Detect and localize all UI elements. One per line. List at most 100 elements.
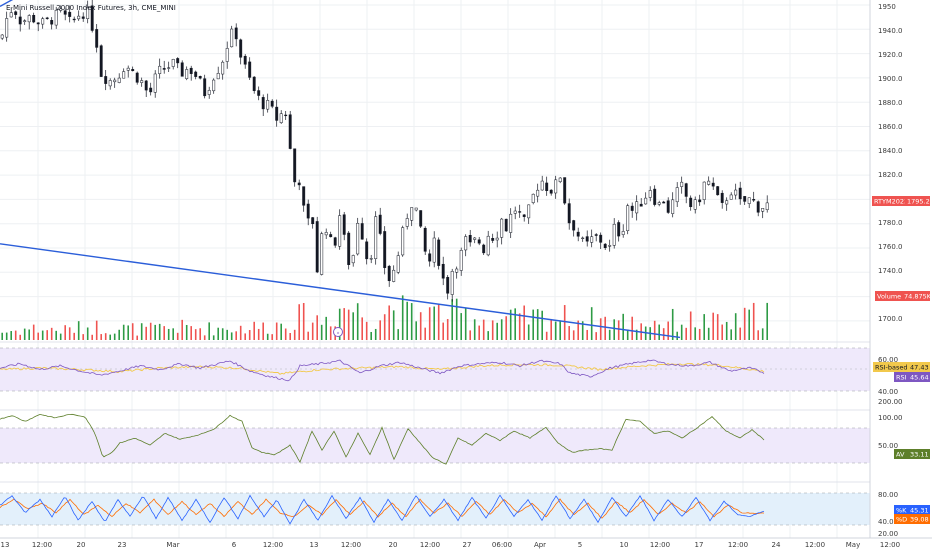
candle (45, 17, 49, 19)
candle (266, 100, 270, 110)
volume-bar (703, 314, 705, 340)
volume-bar (370, 331, 372, 340)
candle (540, 180, 544, 191)
volume-bar (194, 329, 197, 340)
candle (644, 197, 648, 205)
candle (149, 87, 153, 93)
candle (428, 253, 432, 262)
candle (216, 73, 220, 80)
volume-bar (658, 324, 660, 340)
volume-bar (293, 329, 296, 340)
candle (585, 236, 589, 242)
volume-bar (262, 322, 264, 340)
volume-bar (190, 326, 192, 340)
volume-bar (59, 333, 62, 340)
volume-bar (32, 324, 35, 340)
volume-bar (599, 318, 602, 340)
volume-bar (356, 303, 359, 340)
trendline (0, 0, 14, 8)
time-tick-label: 5 (578, 541, 582, 549)
volume-bar (676, 331, 678, 340)
candle (351, 255, 355, 264)
volume-bar (127, 325, 129, 340)
candle (14, 11, 18, 15)
price-tick-label: 1780.0 (878, 219, 903, 227)
volume-bar (217, 327, 219, 340)
candle (383, 231, 387, 268)
replay-icon[interactable]: » (333, 327, 343, 337)
volume-bar (185, 324, 188, 340)
candle (252, 76, 256, 91)
candle (27, 15, 31, 23)
candle (603, 243, 607, 248)
time-tick-label: 20 (77, 541, 86, 549)
cci-tick-label: 200.00 (878, 398, 903, 406)
volume-bar (154, 324, 156, 340)
volume-bar (280, 323, 282, 340)
volume-bar (478, 325, 480, 340)
trendlines[interactable] (0, 0, 681, 339)
volume-bar (131, 323, 134, 340)
volume-bar (212, 335, 215, 340)
candle (455, 268, 459, 273)
candle (608, 245, 612, 247)
volume-bar (545, 331, 548, 340)
candle (338, 215, 342, 247)
volume-bar (379, 320, 381, 340)
volume-bar (563, 305, 566, 340)
price-badge-value-box (905, 196, 930, 206)
price-tick-label: 1900.0 (878, 75, 903, 83)
candle (558, 177, 562, 183)
candle (369, 258, 373, 260)
volume-bar (37, 332, 39, 340)
volume-bar (50, 327, 53, 340)
volume-bar (617, 320, 620, 340)
candle (144, 80, 148, 91)
candle (662, 201, 666, 204)
volume-bar (109, 334, 111, 340)
candle (482, 244, 486, 254)
volume-bar (383, 314, 386, 340)
volume-bar (622, 313, 624, 340)
volume-bar (595, 332, 597, 340)
volume-bar (482, 319, 485, 340)
stoch-k-line (0, 494, 765, 525)
candle (68, 11, 72, 17)
cci-tick-label: 50.00 (878, 442, 898, 450)
svg-text:»: » (336, 331, 339, 337)
volume-bars (1, 295, 768, 340)
candle (311, 217, 315, 225)
volume-bar (568, 326, 570, 340)
volume-bar (118, 329, 120, 340)
volume-bar (298, 304, 300, 340)
time-tick-label: Apr (534, 541, 546, 549)
time-tick-label: 12:00 (880, 541, 900, 549)
time-tick-label: 24 (772, 541, 781, 549)
volume-bar (257, 328, 260, 340)
candle (320, 233, 324, 275)
candle (95, 29, 99, 48)
candle (761, 208, 765, 212)
candle (437, 239, 441, 266)
candle (720, 192, 724, 203)
candle (81, 16, 85, 19)
candle (522, 214, 526, 217)
time-tick-label: 20 (389, 541, 398, 549)
candle (716, 186, 720, 196)
candle (464, 236, 468, 251)
candle (342, 214, 346, 235)
time-axis[interactable]: 13 12:00 20 23 Mar 6 12:00 13 12:00 20 12:00 27 06:0… (1, 541, 901, 549)
volume-bar (604, 316, 606, 340)
volume-bar (739, 327, 741, 340)
volume-bar (23, 328, 26, 340)
price-tick-label: 1820.0 (878, 171, 903, 179)
volume-bar (172, 328, 174, 340)
candle (527, 204, 531, 219)
time-tick-label: 23 (118, 541, 127, 549)
stoch-d-line (0, 498, 765, 519)
volume-bar (613, 319, 615, 340)
candle (185, 69, 189, 79)
volume-bar (460, 313, 462, 340)
